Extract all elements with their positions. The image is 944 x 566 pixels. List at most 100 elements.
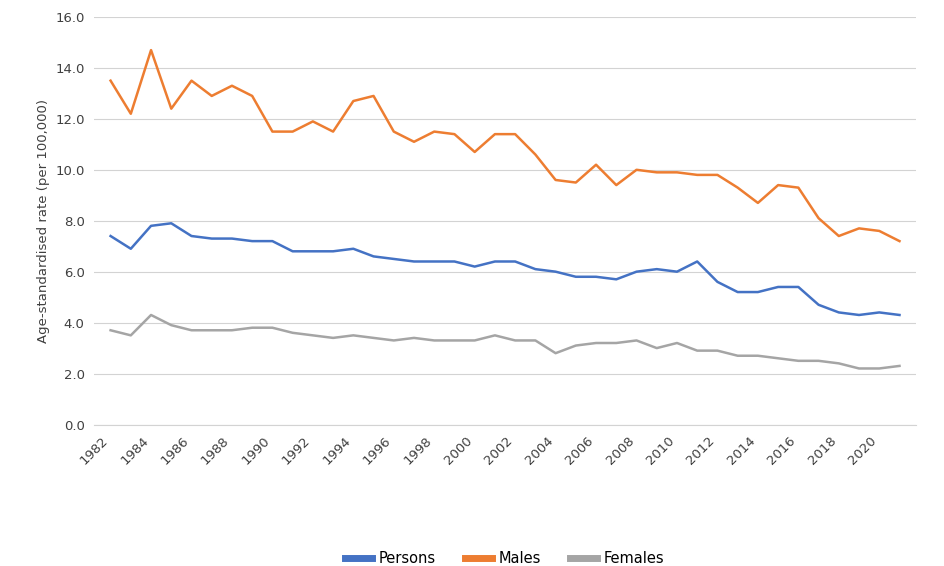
Females	[752, 352, 764, 359]
Persons	[671, 268, 683, 275]
Females	[570, 342, 582, 349]
Males	[873, 228, 885, 234]
Females	[267, 324, 278, 331]
Males	[793, 185, 804, 191]
Males	[307, 118, 318, 125]
Persons	[732, 289, 743, 295]
Males	[894, 238, 905, 245]
Males	[287, 128, 298, 135]
Persons	[772, 284, 784, 290]
Males	[611, 182, 622, 188]
Persons	[611, 276, 622, 283]
Persons	[469, 263, 480, 270]
Persons	[347, 246, 359, 252]
Males	[409, 139, 420, 145]
Persons	[692, 258, 703, 265]
Persons	[186, 233, 197, 239]
Persons	[712, 278, 723, 285]
Females	[853, 365, 865, 372]
Males	[489, 131, 500, 138]
Persons	[448, 258, 460, 265]
Females	[448, 337, 460, 344]
Females	[328, 335, 339, 341]
Males	[772, 182, 784, 188]
Males	[651, 169, 663, 175]
Males	[732, 185, 743, 191]
Females	[489, 332, 500, 338]
Males	[328, 128, 339, 135]
Persons	[409, 258, 420, 265]
Persons	[307, 248, 318, 255]
Females	[145, 311, 157, 318]
Males	[671, 169, 683, 175]
Males	[813, 215, 824, 221]
Males	[429, 128, 440, 135]
Females	[590, 340, 601, 346]
Persons	[550, 268, 562, 275]
Males	[145, 47, 157, 54]
Males	[105, 78, 116, 84]
Females	[246, 324, 258, 331]
Persons	[489, 258, 500, 265]
Males	[853, 225, 865, 232]
Persons	[267, 238, 278, 245]
Males	[267, 128, 278, 135]
Males	[246, 92, 258, 100]
Females	[611, 340, 622, 346]
Males	[388, 128, 399, 135]
Females	[631, 337, 642, 344]
Females	[732, 352, 743, 359]
Females	[692, 347, 703, 354]
Males	[165, 105, 177, 112]
Line: Persons: Persons	[110, 224, 900, 315]
Persons	[126, 246, 137, 252]
Females	[712, 347, 723, 354]
Females	[206, 327, 217, 334]
Persons	[590, 273, 601, 280]
Persons	[287, 248, 298, 255]
Males	[469, 148, 480, 155]
Males	[570, 179, 582, 186]
Females	[530, 337, 541, 344]
Females	[772, 355, 784, 362]
Males	[631, 166, 642, 173]
Persons	[530, 266, 541, 273]
Females	[873, 365, 885, 372]
Females	[550, 350, 562, 357]
Persons	[145, 222, 157, 229]
Persons	[813, 301, 824, 308]
Females	[105, 327, 116, 334]
Females	[388, 337, 399, 344]
Persons	[651, 266, 663, 273]
Persons	[165, 220, 177, 227]
Y-axis label: Age-standardised rate (per 100,000): Age-standardised rate (per 100,000)	[37, 98, 50, 343]
Males	[347, 97, 359, 104]
Males	[692, 171, 703, 178]
Males	[186, 78, 197, 84]
Females	[126, 332, 137, 338]
Persons	[206, 235, 217, 242]
Males	[126, 110, 137, 117]
Males	[206, 92, 217, 100]
Persons	[570, 273, 582, 280]
Females	[671, 340, 683, 346]
Females	[469, 337, 480, 344]
Persons	[752, 289, 764, 295]
Females	[813, 358, 824, 365]
Females	[894, 363, 905, 370]
Females	[793, 358, 804, 365]
Persons	[873, 309, 885, 316]
Females	[307, 332, 318, 338]
Males	[590, 161, 601, 168]
Persons	[793, 284, 804, 290]
Persons	[510, 258, 521, 265]
Males	[227, 83, 238, 89]
Persons	[105, 233, 116, 239]
Persons	[834, 309, 845, 316]
Males	[550, 177, 562, 183]
Males	[530, 151, 541, 158]
Persons	[328, 248, 339, 255]
Persons	[631, 268, 642, 275]
Females	[227, 327, 238, 334]
Persons	[388, 256, 399, 263]
